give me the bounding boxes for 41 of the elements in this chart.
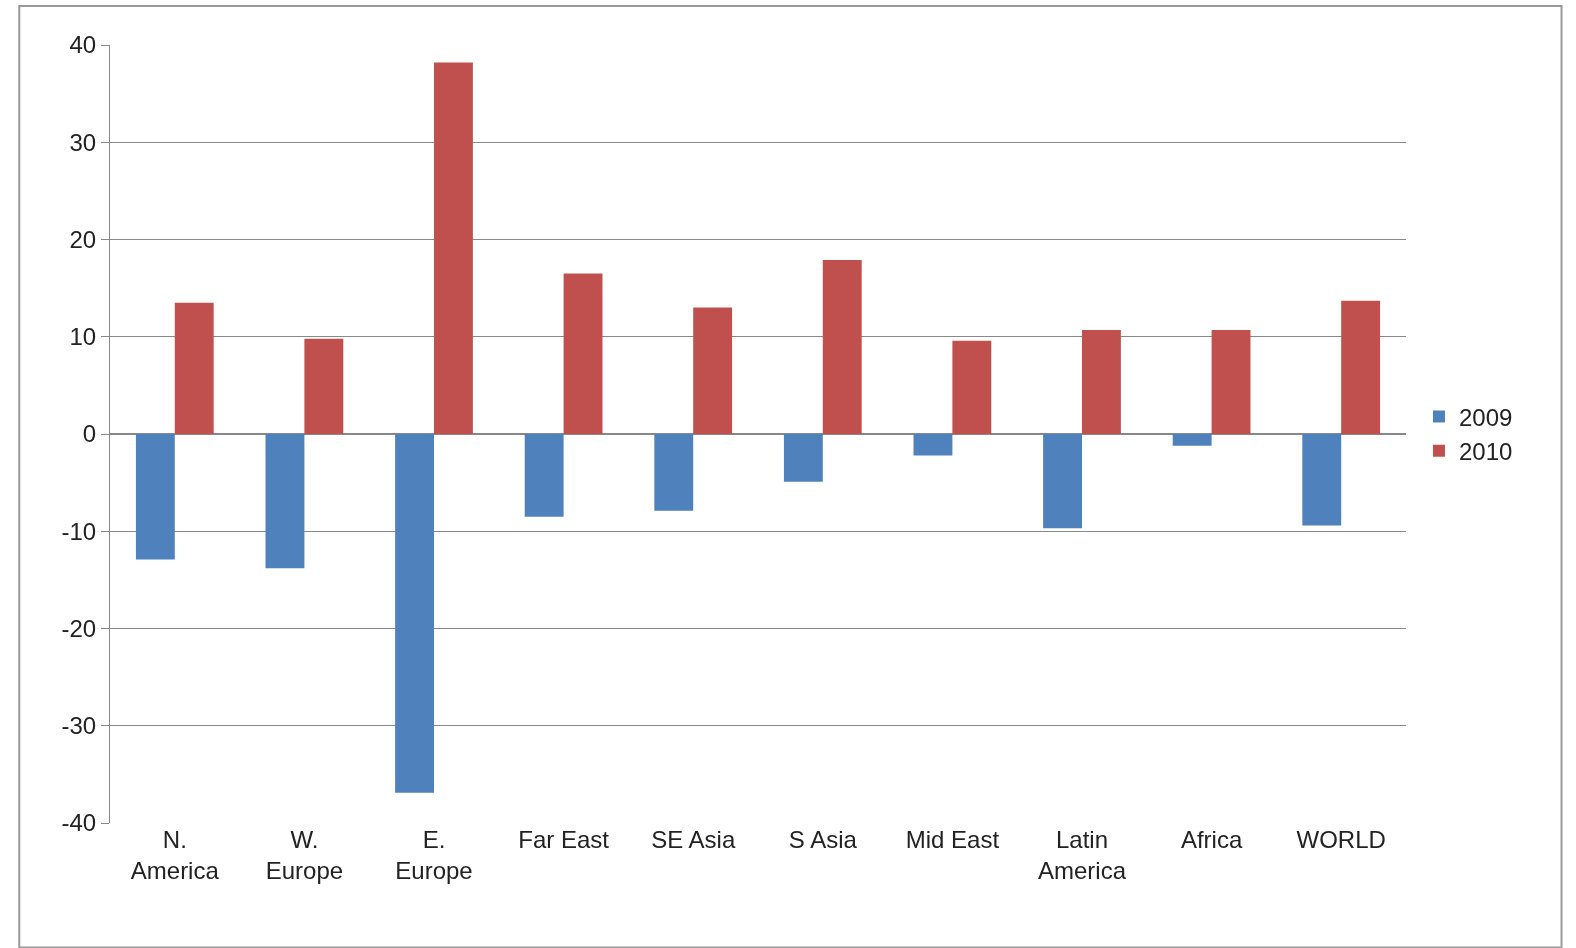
bar [654,434,694,511]
x-tick-label: Latin America [1037,826,1127,885]
bar [1341,300,1381,434]
x-tick-label: N. America [130,826,220,885]
bar [174,302,214,434]
bar [1043,434,1082,529]
bar [1211,329,1251,434]
y-tick-label: 10 [69,323,97,351]
x-tick-label: Mid East [905,826,1000,853]
bar [563,273,603,434]
bar [913,434,953,456]
y-tick-label: -10 [61,517,97,545]
x-tick-label: Africa [1180,826,1243,853]
legend-label: 2010 [1458,438,1513,466]
bar [693,307,733,434]
x-tick-label: WORLD [1296,826,1386,853]
bar [434,62,473,434]
y-tick-label: -30 [61,712,97,740]
y-tick-label: 20 [69,225,97,253]
bar [952,340,992,434]
bar [265,434,305,569]
bar [304,338,344,434]
bar [524,434,564,517]
bar [1302,434,1342,526]
legend-label: 2009 [1458,403,1513,431]
bar [1172,434,1212,446]
x-tick-label: E. Europe [395,826,473,885]
y-tick-label: -20 [61,614,97,642]
y-tick-label: 40 [69,31,97,59]
bar [395,434,434,793]
x-tick-label: W. Europe [265,826,344,885]
y-tick-label: 0 [82,420,97,448]
bar [1082,329,1121,434]
x-tick-label: SE Asia [651,826,736,853]
bar [822,259,862,434]
y-tick-label: 30 [69,128,97,156]
x-tick-label: S Asia [788,826,858,853]
bar [135,434,175,560]
bar [783,434,823,482]
y-tick-label: -40 [61,809,97,837]
x-tick-label: Far East [518,826,610,853]
